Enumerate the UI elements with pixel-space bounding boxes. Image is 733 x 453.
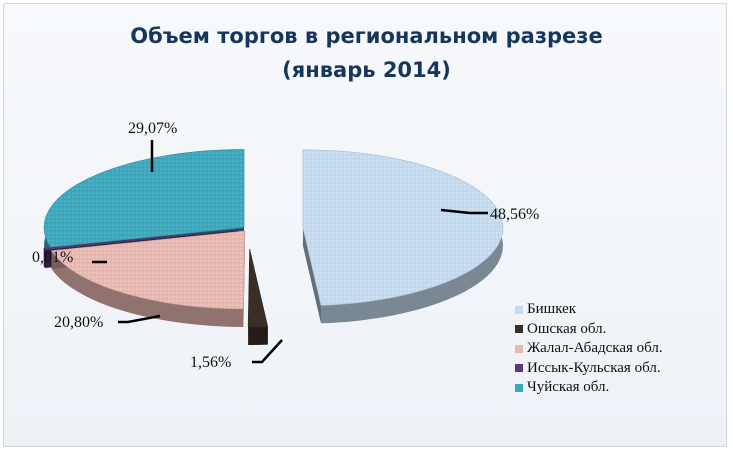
legend-item-3: Иссык-Кульская обл.	[515, 359, 663, 379]
legend: Бишкек Ошская обл. Жалал-Абадская обл. Иссы…	[515, 300, 663, 398]
pie-slice-2	[50, 230, 246, 310]
leader-line-0	[440, 208, 488, 215]
legend-swatch-0	[515, 305, 523, 314]
chart-subtitle: (январь 2014)	[282, 58, 451, 82]
data-label-0: 48,56%	[490, 206, 539, 223]
leader-line-2	[118, 314, 161, 324]
legend-swatch-2	[515, 344, 523, 353]
slice-wall-0-1	[302, 227, 322, 324]
data-label-4: 29,07%	[128, 120, 177, 137]
legend-item-1: Ошская обл.	[515, 320, 663, 340]
data-label-3: 0,01%	[32, 249, 73, 266]
legend-swatch-3	[515, 364, 523, 373]
data-label-1: 1,56%	[190, 354, 231, 371]
legend-label-0: Бишкек	[527, 301, 577, 318]
legend-item-0: Бишкек	[515, 300, 663, 320]
leader-line-1	[252, 339, 283, 364]
legend-swatch-4	[515, 383, 523, 392]
legend-label-2: Жалал-Абадская обл.	[527, 340, 663, 357]
pie-slice-4	[43, 149, 245, 248]
pie-slice-1	[247, 248, 269, 328]
slice-side-2	[51, 250, 244, 327]
legend-label-1: Ошская обл.	[527, 320, 607, 337]
slice-side-1	[248, 326, 268, 345]
chart-title: Объем торгов в региональном разрезе	[130, 24, 603, 48]
legend-item-2: Жалал-Абадская обл.	[515, 339, 663, 359]
legend-label-3: Иссык-Кульская обл.	[527, 359, 661, 376]
data-label-2: 20,80%	[54, 314, 103, 331]
legend-swatch-1	[515, 325, 523, 334]
legend-item-4: Чуйская обл.	[515, 378, 663, 398]
pie-slice-0	[302, 149, 504, 306]
pie-slice-3	[43, 229, 239, 251]
legend-label-4: Чуйская обл.	[527, 379, 610, 396]
